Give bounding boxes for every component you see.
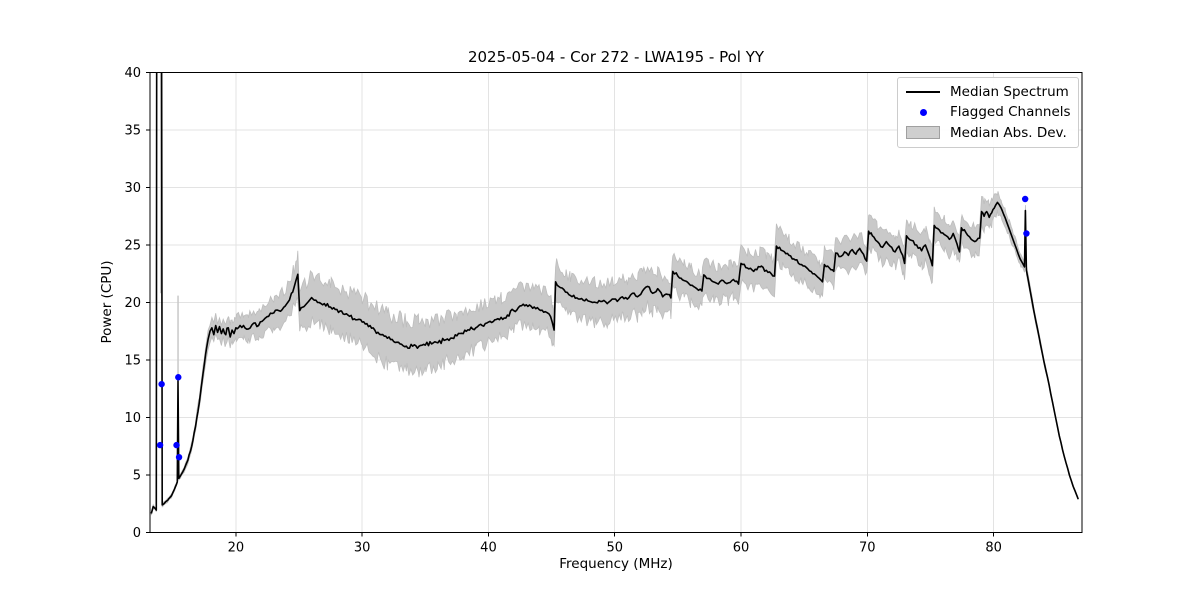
legend-swatch-cell bbox=[906, 108, 940, 116]
flagged-channel-points bbox=[156, 195, 1030, 461]
svg-text:40: 40 bbox=[124, 66, 141, 81]
legend-item-median-abs-dev: Median Abs. Dev. bbox=[906, 123, 1070, 143]
median-abs-dev-patch-swatch bbox=[906, 126, 940, 140]
svg-text:60: 60 bbox=[733, 541, 750, 556]
flagged-channels-dot-swatch bbox=[919, 108, 927, 116]
legend-swatch-cell bbox=[906, 91, 940, 94]
mad-band bbox=[150, 72, 1079, 516]
svg-text:20: 20 bbox=[228, 541, 245, 556]
svg-text:80: 80 bbox=[985, 541, 1002, 556]
svg-text:40: 40 bbox=[480, 541, 497, 556]
legend-label-median-spectrum: Median Spectrum bbox=[950, 84, 1069, 101]
svg-text:30: 30 bbox=[354, 541, 371, 556]
median-spectrum-line-swatch bbox=[906, 91, 940, 94]
svg-text:30: 30 bbox=[124, 181, 141, 196]
legend-label-flagged-channels: Flagged Channels bbox=[950, 104, 1071, 121]
svg-text:25: 25 bbox=[124, 239, 141, 254]
median-spectrum-line bbox=[150, 72, 1079, 514]
y-axis-label: Power (CPU) bbox=[99, 260, 115, 344]
legend-label-median-abs-dev: Median Abs. Dev. bbox=[950, 124, 1067, 141]
svg-text:35: 35 bbox=[124, 124, 141, 139]
x-tick-labels: 20 30 40 50 60 70 80 bbox=[228, 541, 1002, 556]
svg-text:20: 20 bbox=[124, 296, 141, 311]
legend-item-median-spectrum: Median Spectrum bbox=[906, 82, 1070, 102]
legend-item-flagged-channels: Flagged Channels bbox=[906, 102, 1071, 122]
legend: Median Spectrum Flagged Channels Median … bbox=[897, 77, 1079, 148]
svg-text:5: 5 bbox=[133, 469, 141, 484]
chart-title: 2025-05-04 - Cor 272 - LWA195 - Pol YY bbox=[467, 48, 765, 66]
svg-text:70: 70 bbox=[859, 541, 876, 556]
svg-text:50: 50 bbox=[606, 541, 623, 556]
legend-swatch-cell bbox=[906, 126, 940, 140]
axes-spines bbox=[146, 72, 1083, 537]
x-axis-label: Frequency (MHz) bbox=[559, 556, 673, 572]
svg-text:0: 0 bbox=[133, 526, 141, 541]
svg-text:15: 15 bbox=[124, 354, 141, 369]
svg-text:10: 10 bbox=[124, 411, 141, 426]
y-tick-labels: 0 5 10 15 20 25 30 35 40 bbox=[124, 66, 141, 541]
